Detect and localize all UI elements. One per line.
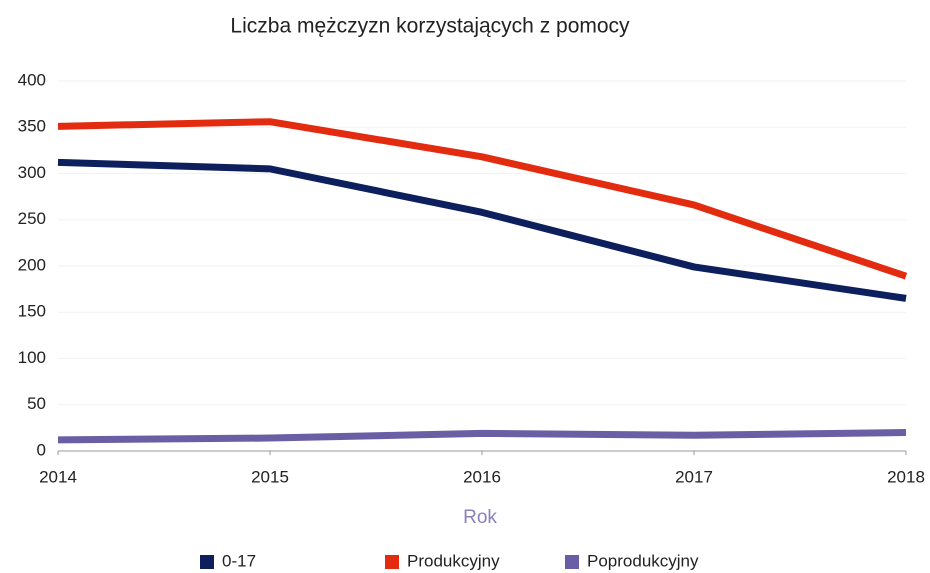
legend-swatch: [385, 555, 399, 569]
y-tick-label: 50: [27, 394, 46, 413]
legend-swatch: [565, 555, 579, 569]
x-tick-label: 2016: [463, 467, 501, 486]
x-tick-label: 2018: [887, 467, 925, 486]
x-axis-title: Rok: [463, 507, 497, 528]
y-tick-label: 300: [18, 163, 46, 182]
series-line: [57, 118, 908, 280]
series-line: [57, 429, 907, 444]
x-tick-label: 2017: [675, 467, 713, 486]
y-tick-label: 200: [18, 255, 46, 274]
y-tick-label: 400: [18, 70, 46, 89]
series-line: [57, 158, 907, 302]
y-tick-label: 0: [37, 440, 46, 459]
chart-title: Liczba mężczyzn korzystających z pomocy: [230, 15, 630, 38]
legend-label: Poprodukcyjny: [587, 551, 699, 570]
y-tick-label: 150: [18, 302, 46, 321]
legend-label: 0-17: [222, 551, 256, 570]
x-tick-label: 2014: [39, 467, 77, 486]
legend-swatch: [200, 555, 214, 569]
x-tick-label: 2015: [251, 467, 289, 486]
y-tick-label: 350: [18, 117, 46, 136]
y-tick-label: 100: [18, 348, 46, 367]
y-tick-label: 250: [18, 209, 46, 228]
legend-label: Produkcyjny: [407, 551, 500, 570]
